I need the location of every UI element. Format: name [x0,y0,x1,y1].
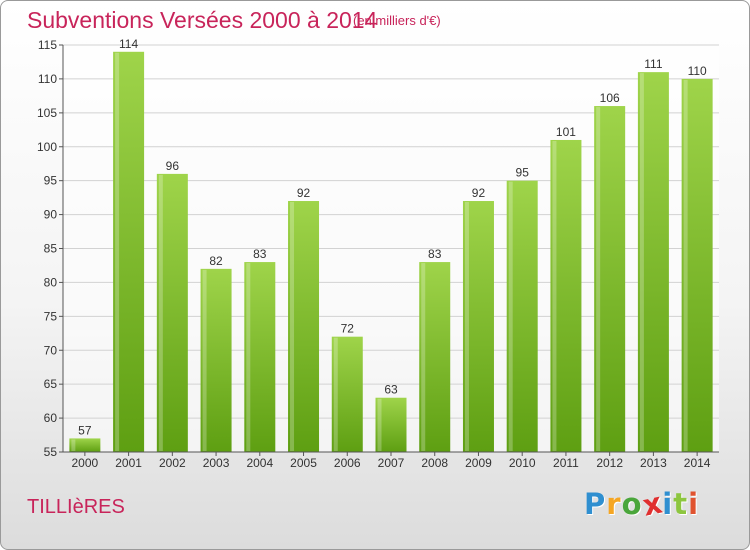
bar-highlight [333,337,338,451]
bar-highlight [158,174,163,451]
y-tick-label: 85 [44,242,58,256]
y-tick-label: 75 [44,309,58,323]
bar-value-label: 111 [644,57,663,71]
bar-value-label: 110 [688,64,707,78]
logo-letter: t [673,487,689,521]
logo-letter: i [688,487,700,521]
y-tick-label: 90 [44,208,58,222]
logo-letter: o [621,487,643,521]
x-tick-label: 2010 [509,456,536,470]
y-tick-label: 55 [44,445,58,459]
bar-highlight [290,202,295,451]
bar [550,139,582,452]
y-tick-label: 70 [44,343,58,357]
x-tick-label: 2000 [72,456,99,470]
x-tick-label: 2005 [290,456,317,470]
bar-highlight [377,398,382,451]
bar [69,438,101,452]
bar-value-label: 106 [600,91,620,105]
bar [419,262,451,452]
y-tick-label: 95 [44,174,58,188]
x-tick-label: 2003 [203,456,230,470]
x-tick-label: 2001 [115,456,142,470]
logo-letter: i [662,487,674,521]
x-tick-label: 2013 [640,456,667,470]
chart-subtitle: (en milliers d'€) [353,13,441,28]
bar-highlight [202,269,207,451]
bar [506,180,538,452]
x-tick-label: 2014 [684,456,711,470]
x-tick-label: 2011 [553,456,579,470]
bar-value-label: 95 [516,166,530,180]
y-tick-label: 105 [37,106,57,120]
bar-highlight [115,52,120,452]
bar-value-label: 96 [166,159,180,173]
bar [375,397,407,452]
x-tick-label: 2012 [596,456,623,470]
bar-value-label: 57 [78,423,92,437]
x-tick-label: 2006 [334,456,361,470]
bar [462,201,494,452]
x-tick-label: 2007 [378,456,405,470]
chart-title: Subventions Versées 2000 à 2014 [27,7,378,33]
bar-value-label: 82 [209,254,223,268]
bar-highlight [639,73,644,451]
y-tick-label: 115 [38,38,57,52]
y-tick-label: 110 [38,72,57,86]
bar [637,72,669,452]
logo-letter: P [584,487,607,521]
bar [113,51,145,453]
proxiti-logo: Proxiti [584,485,700,522]
bar-value-label: 114 [119,37,138,51]
logo-letter: r [606,487,622,521]
bar-highlight [552,140,557,451]
bar-value-label: 101 [556,125,576,139]
bar-highlight [246,263,251,451]
y-tick-label: 100 [37,140,57,154]
x-tick-label: 2002 [159,456,186,470]
bar [156,173,188,452]
bar-value-label: 72 [341,322,355,336]
bar-highlight [464,202,469,451]
x-tick-label: 2009 [465,456,492,470]
bar-highlight [71,439,76,451]
bars: 57 114 96 82 83 92 72 63 83 92 95 101 106 111 110 [69,37,713,453]
bar-value-label: 63 [384,383,398,397]
bar-value-label: 92 [297,186,311,200]
bar-highlight [683,79,688,452]
bar-value-label: 83 [253,247,267,261]
y-tick-label: 65 [44,377,58,391]
place-name: TILLIèRES [27,496,125,518]
bar-value-label: 92 [472,186,486,200]
bar-value-label: 83 [428,247,442,261]
y-tick-label: 60 [44,411,58,425]
bar [681,78,713,453]
axes: 55 60 65 70 75 80 85 90 95 100 105 110 115 2000 2001 20… [37,38,719,470]
x-tick-label: 2004 [246,456,273,470]
bar [200,268,232,452]
bar-highlight [596,107,601,452]
bar [594,106,626,453]
y-tick-label: 80 [44,275,58,289]
bar [244,262,276,452]
x-tick-label: 2008 [421,456,448,470]
bar-highlight [421,263,426,451]
bar [331,336,363,452]
bar-highlight [508,181,513,451]
bar [288,201,320,452]
